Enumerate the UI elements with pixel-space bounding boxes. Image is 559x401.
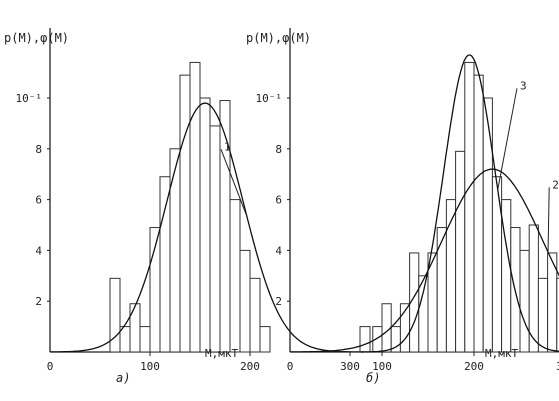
x-tick-label: 100 xyxy=(140,360,160,373)
histogram-bar xyxy=(219,100,231,353)
fit-curve-1 xyxy=(50,102,364,353)
y-tick-label: 10⁻¹ xyxy=(256,92,283,105)
x-tick-label: 200 xyxy=(240,360,260,373)
y-tick-label: 10⁻¹ xyxy=(16,92,43,105)
x-tick-label: 0 xyxy=(47,360,54,373)
histogram-bar xyxy=(537,277,549,353)
y-axis-label: p(M),φ(M) xyxy=(246,31,311,45)
histogram-bar xyxy=(209,125,221,353)
y-axis-label: p(M),φ(M) xyxy=(4,31,69,45)
x-tick-label: 100 xyxy=(372,360,392,373)
histogram-bar xyxy=(159,176,171,353)
curve-label: 3 xyxy=(520,79,527,92)
histogram-bar xyxy=(482,97,493,353)
histogram-bar xyxy=(519,249,530,353)
x-tick-label: 0 xyxy=(287,360,294,373)
x-tick-label: 300 xyxy=(340,360,360,373)
curve-leader-line xyxy=(497,88,518,190)
y-tick-label: 2 xyxy=(275,295,282,308)
curve-label: 2 xyxy=(552,178,559,191)
x-tick-label: 300 xyxy=(556,360,559,373)
histogram-bar xyxy=(473,74,484,353)
histogram-bar xyxy=(179,74,191,353)
histogram-bar xyxy=(359,326,371,353)
histogram-bar xyxy=(528,224,539,353)
y-tick-label: 6 xyxy=(275,194,282,207)
histogram-bar xyxy=(436,227,447,353)
histogram-bar xyxy=(249,277,261,353)
x-axis-label: M,мкТ xyxy=(485,347,518,360)
histogram-bar xyxy=(129,303,141,353)
histogram-bar xyxy=(199,97,211,353)
panel-label: а) xyxy=(116,371,130,385)
histogram-bar xyxy=(139,326,151,353)
histogram-bar xyxy=(455,150,466,353)
histogram-bar xyxy=(556,277,559,353)
y-tick-label: 6 xyxy=(35,194,42,207)
histogram-bar xyxy=(259,326,271,353)
histogram-bar xyxy=(229,199,241,353)
curve-label: 1 xyxy=(224,140,231,153)
panel-label: б) xyxy=(366,371,380,385)
fit-curve-3 xyxy=(361,54,559,353)
y-tick-label: 2 xyxy=(35,295,42,308)
curve-leader-line xyxy=(547,187,550,253)
y-tick-label: 8 xyxy=(35,143,42,156)
curve-leader-line xyxy=(220,149,248,217)
histogram-bar xyxy=(239,249,251,353)
y-tick-label: 8 xyxy=(275,143,282,156)
x-tick-label: 200 xyxy=(464,360,484,373)
histogram-bar xyxy=(169,148,181,353)
y-tick-label: 4 xyxy=(275,244,282,257)
fit-curve-2 xyxy=(290,168,559,353)
histogram-bar xyxy=(464,61,475,353)
y-tick-label: 4 xyxy=(35,244,42,257)
x-axis-label: M,мкТ xyxy=(205,347,238,360)
histogram-bar xyxy=(109,277,121,353)
